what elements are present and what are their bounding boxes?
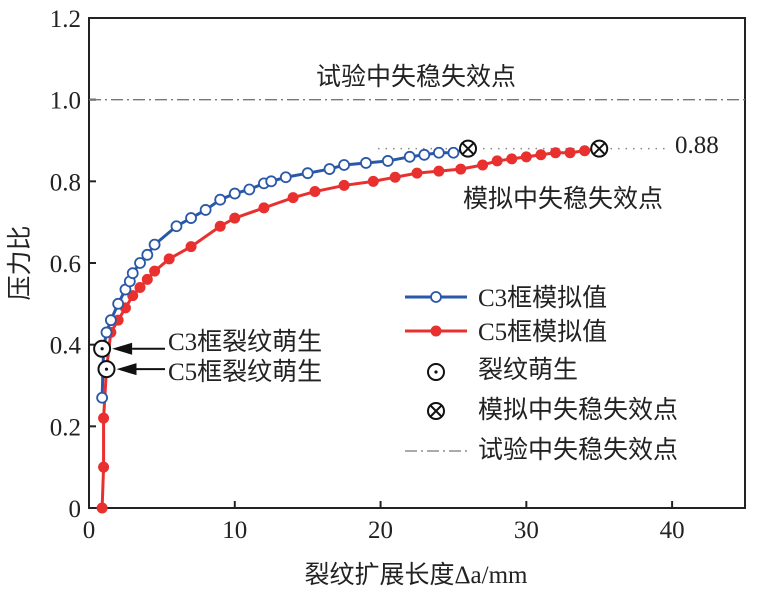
data-point: [447, 146, 460, 159]
legend-c3-marker: [430, 291, 442, 303]
data-point: [98, 461, 110, 473]
data-point: [389, 171, 401, 183]
data-point: [134, 282, 146, 293]
data-point: [258, 202, 270, 214]
data-point: [149, 265, 161, 277]
legend-instability-icon-x: [429, 404, 443, 418]
data-point: [134, 257, 146, 269]
data-point: [279, 171, 292, 184]
data-point: [104, 314, 117, 327]
data-point: [579, 145, 591, 157]
c5-crack-label: C5框裂纹萌生: [168, 358, 322, 386]
data-point: [309, 186, 321, 198]
x-tick-label: 10: [222, 517, 247, 544]
legend-instability: 模拟中失稳失效点: [478, 396, 678, 424]
data-point: [265, 175, 278, 188]
x-axis-label: 裂纹扩展长度Δa/mm: [304, 561, 528, 589]
data-point: [381, 155, 394, 167]
y-tick-label: 0.4: [50, 333, 82, 360]
y-tick-label: 0.2: [50, 414, 81, 441]
sim-label: 模拟中失稳失效点: [463, 185, 663, 213]
y-tick-label: 0.8: [50, 169, 81, 196]
data-point: [185, 241, 197, 253]
data-point: [433, 165, 445, 177]
legend-c3: C3框模拟值: [478, 284, 607, 312]
data-point: [148, 238, 161, 251]
data-point: [170, 220, 183, 233]
legend: C3框模拟值 C5框模拟值 裂纹萌生 模拟中失稳失效点 试验中失稳失效点: [478, 284, 678, 464]
data-point: [432, 146, 445, 159]
data-point: [100, 326, 113, 339]
data-point: [229, 212, 241, 224]
data-point: [163, 253, 175, 265]
data-point: [455, 163, 467, 175]
y-tick-label: 1.2: [50, 6, 81, 33]
data-point: [403, 150, 416, 163]
data-point: [367, 175, 379, 187]
y-tick-label: 1.0: [50, 88, 81, 115]
data-point: [564, 147, 576, 159]
instability-point-x: [461, 142, 475, 155]
data-point: [126, 267, 139, 280]
legend-test: 试验中失稳失效点: [478, 436, 678, 464]
data-point: [338, 159, 351, 171]
data-point: [287, 192, 299, 204]
data-point: [96, 391, 109, 404]
legend-crack-icon-center: [434, 370, 438, 374]
data-point: [243, 183, 256, 196]
crack-point-center: [104, 367, 109, 371]
data-point: [214, 220, 226, 232]
x-tick-label: 30: [514, 517, 539, 544]
data-point: [360, 157, 372, 169]
instability-point-x: [593, 142, 606, 155]
value-088-label: 0.88: [675, 132, 719, 159]
data-point: [141, 273, 153, 285]
c3-crack-label: C3框裂纹萌生: [168, 328, 322, 356]
data-point: [228, 187, 241, 200]
data-point: [323, 163, 336, 175]
y-tick-label: 0.6: [50, 251, 81, 278]
arrow-head-icon: [116, 363, 137, 376]
data-point: [214, 193, 227, 206]
data-point: [549, 147, 561, 159]
data-point: [338, 179, 350, 191]
crack-point-center: [100, 347, 104, 351]
data-point: [411, 167, 423, 179]
x-tick-label: 40: [660, 517, 685, 544]
y-tick-label: 0: [69, 496, 82, 523]
data-point: [506, 153, 518, 165]
x-tick-label: 20: [368, 517, 393, 544]
test-line-label: 试验中失稳失效点: [316, 63, 516, 91]
x-tick-label: 0: [83, 517, 96, 544]
data-point: [301, 167, 314, 180]
legend-crack: 裂纹萌生: [478, 356, 578, 384]
data-point: [185, 212, 197, 224]
data-point: [98, 412, 110, 424]
data-point: [535, 149, 547, 161]
legend-c5-marker: [430, 325, 442, 337]
data-point: [477, 159, 489, 171]
data-point: [96, 502, 108, 514]
data-point: [418, 148, 431, 161]
arrow-head-icon: [112, 342, 133, 355]
data-point: [141, 248, 154, 261]
plot-frame: [88, 17, 746, 509]
data-point: [491, 155, 503, 167]
data-point: [112, 297, 125, 310]
data-point: [520, 151, 532, 163]
y-axis-label: 压力比: [6, 225, 34, 300]
data-point: [199, 204, 212, 216]
legend-c5: C5框模拟值: [478, 318, 607, 346]
